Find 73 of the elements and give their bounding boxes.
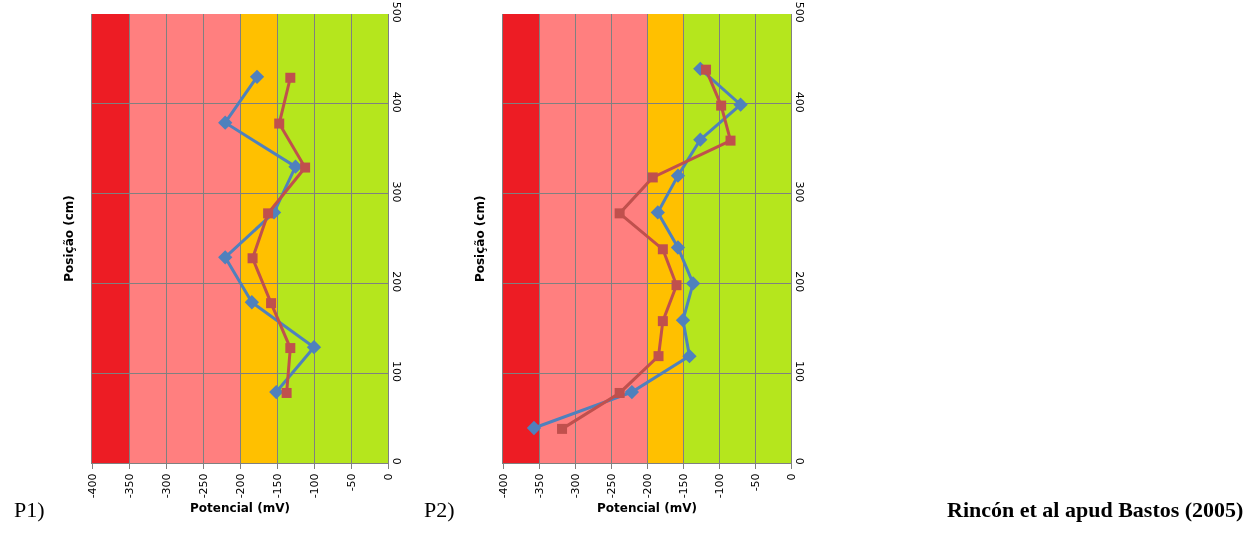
- point: [244, 295, 259, 310]
- point: [266, 298, 277, 309]
- x-tick-label: -50: [748, 473, 762, 492]
- point: [725, 135, 736, 146]
- x-tick-label: 0: [381, 473, 395, 481]
- x-axis-title: Potencial (mV): [190, 501, 290, 516]
- y-tick-label: 100: [793, 361, 807, 383]
- point: [675, 313, 691, 328]
- y-tick-label: 0: [390, 457, 404, 465]
- point: [269, 384, 284, 400]
- point: [614, 208, 625, 219]
- y-tick-label: 500: [793, 1, 807, 23]
- text: Rincón et al apud Bastos (2005): [947, 497, 1244, 522]
- point: [650, 205, 665, 220]
- x-tick-label: -100: [307, 473, 321, 499]
- point: [670, 240, 686, 255]
- x-axis-title: Potencial (mV): [597, 501, 697, 516]
- y-tick-label: 300: [793, 181, 807, 203]
- x-tick-label: -250: [196, 473, 210, 499]
- point: [624, 384, 640, 400]
- x-tick-label: -400: [85, 473, 99, 499]
- text: P2): [424, 497, 455, 522]
- point: [671, 280, 682, 291]
- point: [647, 172, 658, 183]
- point: [281, 387, 292, 398]
- y-tick-label: 500: [390, 1, 404, 23]
- x-tick-label: -150: [676, 473, 690, 499]
- point: [701, 64, 712, 75]
- point: [557, 423, 568, 434]
- text: P1): [14, 497, 45, 522]
- point: [693, 132, 708, 147]
- point: [733, 97, 748, 112]
- y-axis-title: Posição (cm): [61, 195, 76, 282]
- point: [285, 343, 296, 354]
- point: [300, 162, 311, 173]
- point: [247, 253, 258, 264]
- y-axis-title: Posição (cm): [473, 195, 488, 283]
- x-tick-label: -350: [532, 473, 546, 499]
- x-tick-label: -150: [270, 473, 284, 499]
- x-tick-label: -350: [122, 473, 136, 499]
- y-tick-label: 300: [390, 181, 404, 203]
- x-tick-label: -100: [712, 473, 726, 499]
- point: [614, 387, 625, 398]
- point: [288, 159, 303, 174]
- point: [306, 340, 322, 355]
- y-tick-label: 0: [793, 457, 807, 465]
- x-tick-label: -200: [640, 473, 654, 499]
- point: [685, 276, 701, 291]
- point: [653, 351, 664, 362]
- y-tick-label: 100: [390, 361, 404, 383]
- point: [682, 348, 697, 364]
- point: [285, 72, 296, 83]
- x-tick-label: -50: [344, 473, 358, 492]
- point: [218, 250, 233, 265]
- y-tick-label: 200: [390, 271, 404, 293]
- x-tick-label: -400: [496, 473, 510, 499]
- y-tick-label: 400: [793, 91, 807, 113]
- point: [249, 69, 265, 85]
- point: [263, 208, 274, 219]
- y-tick-label: 200: [793, 271, 807, 293]
- point: [716, 100, 727, 111]
- point: [657, 316, 668, 327]
- x-tick-label: -250: [604, 473, 618, 499]
- point: [526, 420, 542, 436]
- x-tick-label: -200: [233, 473, 247, 499]
- x-tick-label: -300: [568, 473, 582, 499]
- point: [657, 244, 668, 255]
- x-tick-label: -300: [159, 473, 173, 499]
- point: [218, 115, 233, 130]
- y-tick-label: 400: [390, 91, 404, 113]
- point: [670, 168, 686, 183]
- point: [274, 118, 285, 129]
- x-tick-label: 0: [784, 473, 798, 481]
